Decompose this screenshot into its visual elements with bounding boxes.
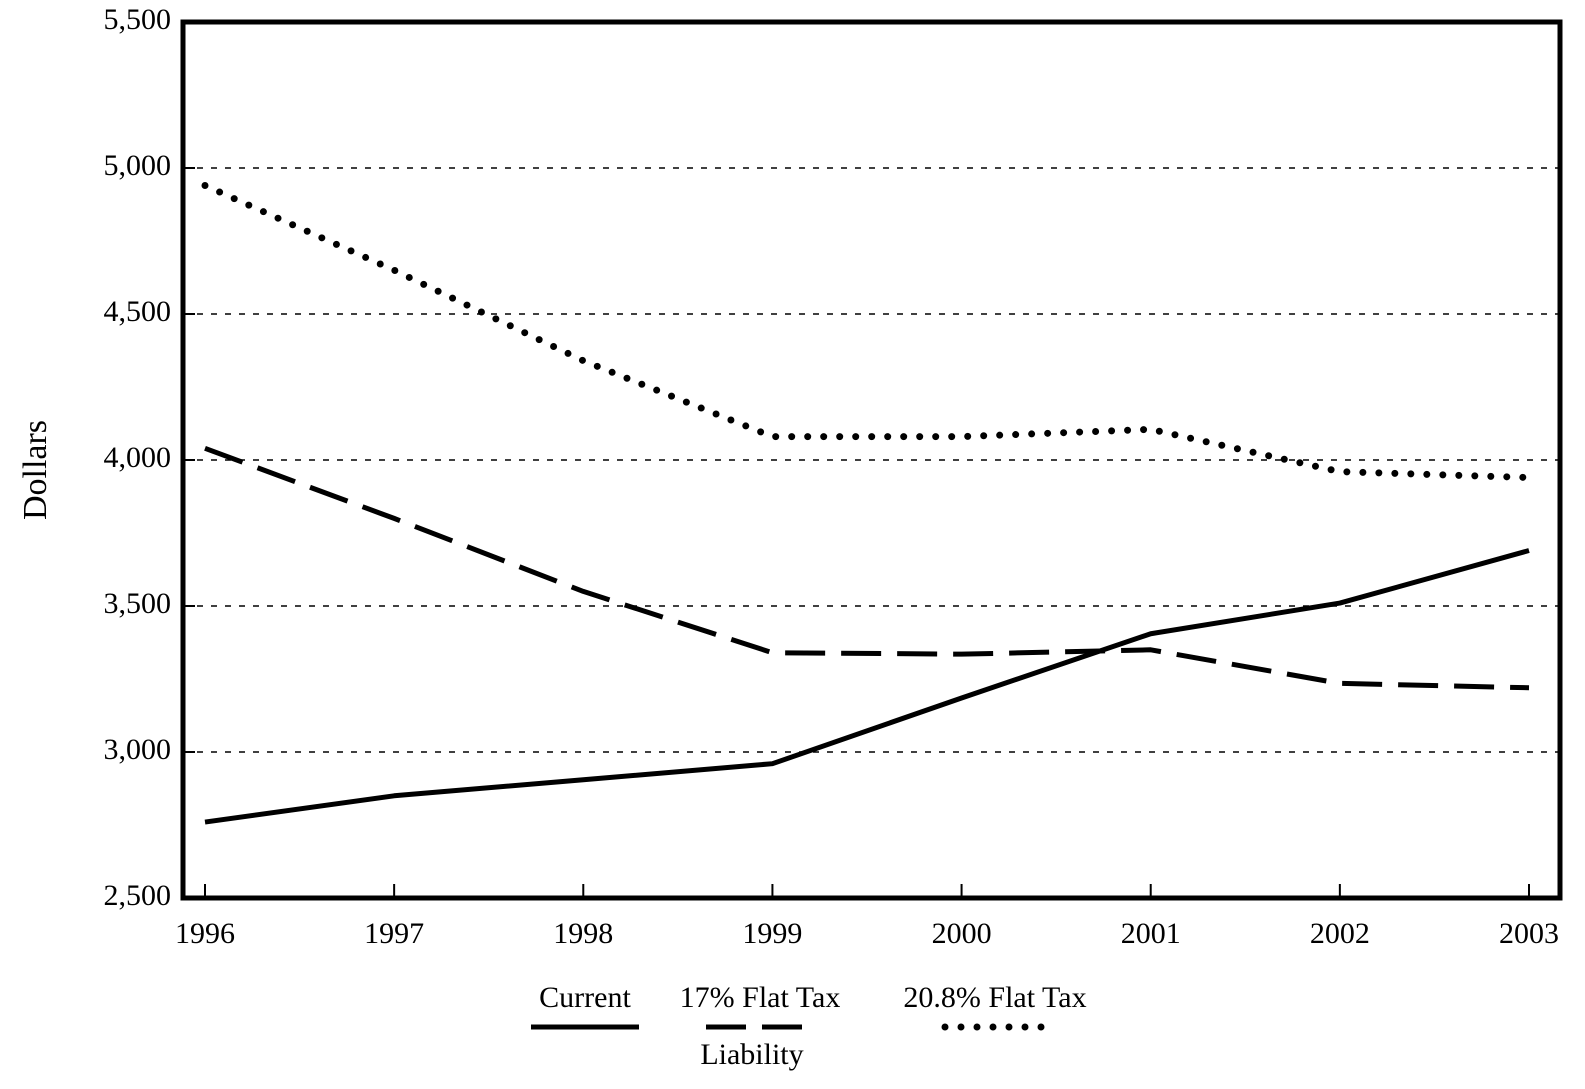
plot-frame [180,19,1563,901]
x-tick-label: 2002 [1310,917,1370,950]
y-tick-label: 4,500 [104,295,172,328]
y-tick-label: 2,500 [104,879,172,912]
x-tick-label: 2003 [1499,917,1559,950]
data-line [204,548,1530,825]
y-tick-label: 3,000 [104,733,172,766]
legend-label: Current [539,981,631,1014]
data-line [204,445,1530,691]
legend-label: 17% Flat Tax [680,981,841,1014]
x-tick-label: 1996 [175,917,235,950]
data-line [201,182,1533,482]
y-tick-label: 3,500 [104,587,172,620]
x-tick-label: 2000 [932,917,992,950]
x-tick-label: 1999 [742,917,802,950]
y-axis-label: Dollars [17,420,54,520]
x-axis-label: Liability [700,1038,803,1071]
y-tick-label: 5,000 [104,149,172,182]
x-tick-label: 1998 [553,917,613,950]
y-tick-label: 4,000 [104,441,172,474]
x-tick-label: 1997 [364,917,424,950]
x-tick-label: 2001 [1121,917,1181,950]
legend-label: 20.8% Flat Tax [903,981,1086,1014]
y-tick-label: 5,500 [104,3,172,36]
